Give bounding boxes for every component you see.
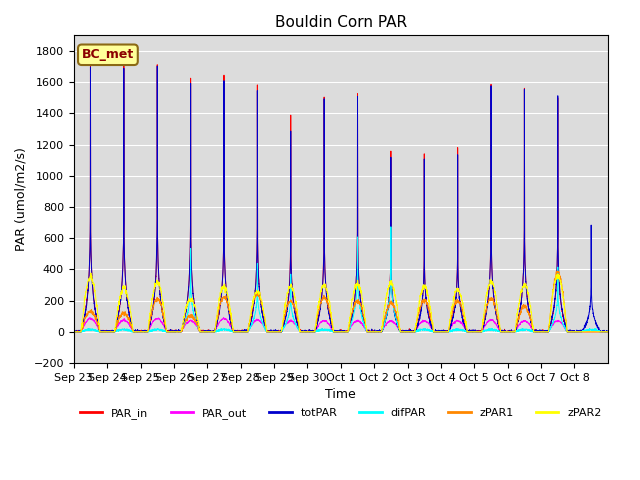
- zPAR1: [360, 316, 368, 322]
- PAR_in: [389, 300, 397, 306]
- PAR_in: [86, 56, 94, 61]
- Line: difPAR: difPAR: [74, 227, 608, 332]
- zPAR1: [180, 321, 188, 326]
- totPAR: [527, 318, 535, 324]
- PAR_in: [514, 319, 522, 325]
- difPAR: [70, 329, 77, 335]
- Y-axis label: PAR (umol/m2/s): PAR (umol/m2/s): [15, 147, 28, 251]
- zPAR2: [389, 284, 397, 290]
- zPAR1: [554, 268, 561, 274]
- PAR_out: [604, 329, 612, 335]
- zPAR1: [513, 318, 521, 324]
- zPAR1: [70, 329, 77, 335]
- zPAR2: [360, 311, 368, 316]
- PAR_out: [180, 323, 188, 329]
- difPAR: [360, 321, 368, 327]
- Title: Bouldin Corn PAR: Bouldin Corn PAR: [275, 15, 407, 30]
- totPAR: [360, 321, 368, 326]
- PAR_out: [360, 324, 368, 330]
- Text: BC_met: BC_met: [82, 48, 134, 61]
- PAR_in: [361, 322, 369, 327]
- PAR_in: [527, 319, 535, 325]
- Line: PAR_in: PAR_in: [74, 59, 608, 332]
- PAR_out: [389, 319, 397, 324]
- difPAR: [604, 329, 612, 335]
- zPAR2: [527, 309, 535, 315]
- zPAR2: [87, 270, 95, 276]
- totPAR: [487, 225, 495, 230]
- totPAR: [70, 329, 77, 335]
- Line: PAR_out: PAR_out: [74, 318, 608, 332]
- zPAR1: [527, 318, 535, 324]
- PAR_in: [604, 329, 612, 335]
- PAR_in: [181, 314, 189, 320]
- difPAR: [487, 327, 495, 333]
- zPAR1: [604, 329, 612, 335]
- zPAR1: [389, 301, 397, 307]
- zPAR2: [487, 279, 495, 285]
- Legend: PAR_in, PAR_out, totPAR, difPAR, zPAR1, zPAR2: PAR_in, PAR_out, totPAR, difPAR, zPAR1, …: [76, 403, 606, 423]
- PAR_out: [513, 324, 521, 330]
- totPAR: [604, 329, 612, 335]
- PAR_in: [70, 329, 77, 335]
- difPAR: [387, 224, 395, 230]
- totPAR: [180, 317, 188, 323]
- totPAR: [389, 299, 397, 305]
- Line: zPAR2: zPAR2: [74, 273, 608, 332]
- PAR_out: [86, 315, 94, 321]
- Line: zPAR1: zPAR1: [74, 271, 608, 332]
- PAR_in: [70, 328, 77, 334]
- PAR_in: [488, 236, 495, 241]
- zPAR1: [487, 297, 495, 303]
- X-axis label: Time: Time: [326, 388, 356, 401]
- totPAR: [513, 319, 521, 325]
- PAR_out: [70, 329, 77, 335]
- zPAR2: [513, 312, 521, 318]
- difPAR: [180, 321, 188, 326]
- zPAR2: [180, 312, 188, 318]
- PAR_out: [487, 317, 495, 323]
- difPAR: [527, 327, 535, 333]
- difPAR: [513, 328, 521, 334]
- difPAR: [389, 302, 397, 308]
- zPAR2: [70, 329, 77, 335]
- PAR_out: [527, 324, 535, 330]
- zPAR2: [604, 329, 612, 335]
- Line: totPAR: totPAR: [74, 66, 608, 332]
- totPAR: [154, 63, 161, 69]
